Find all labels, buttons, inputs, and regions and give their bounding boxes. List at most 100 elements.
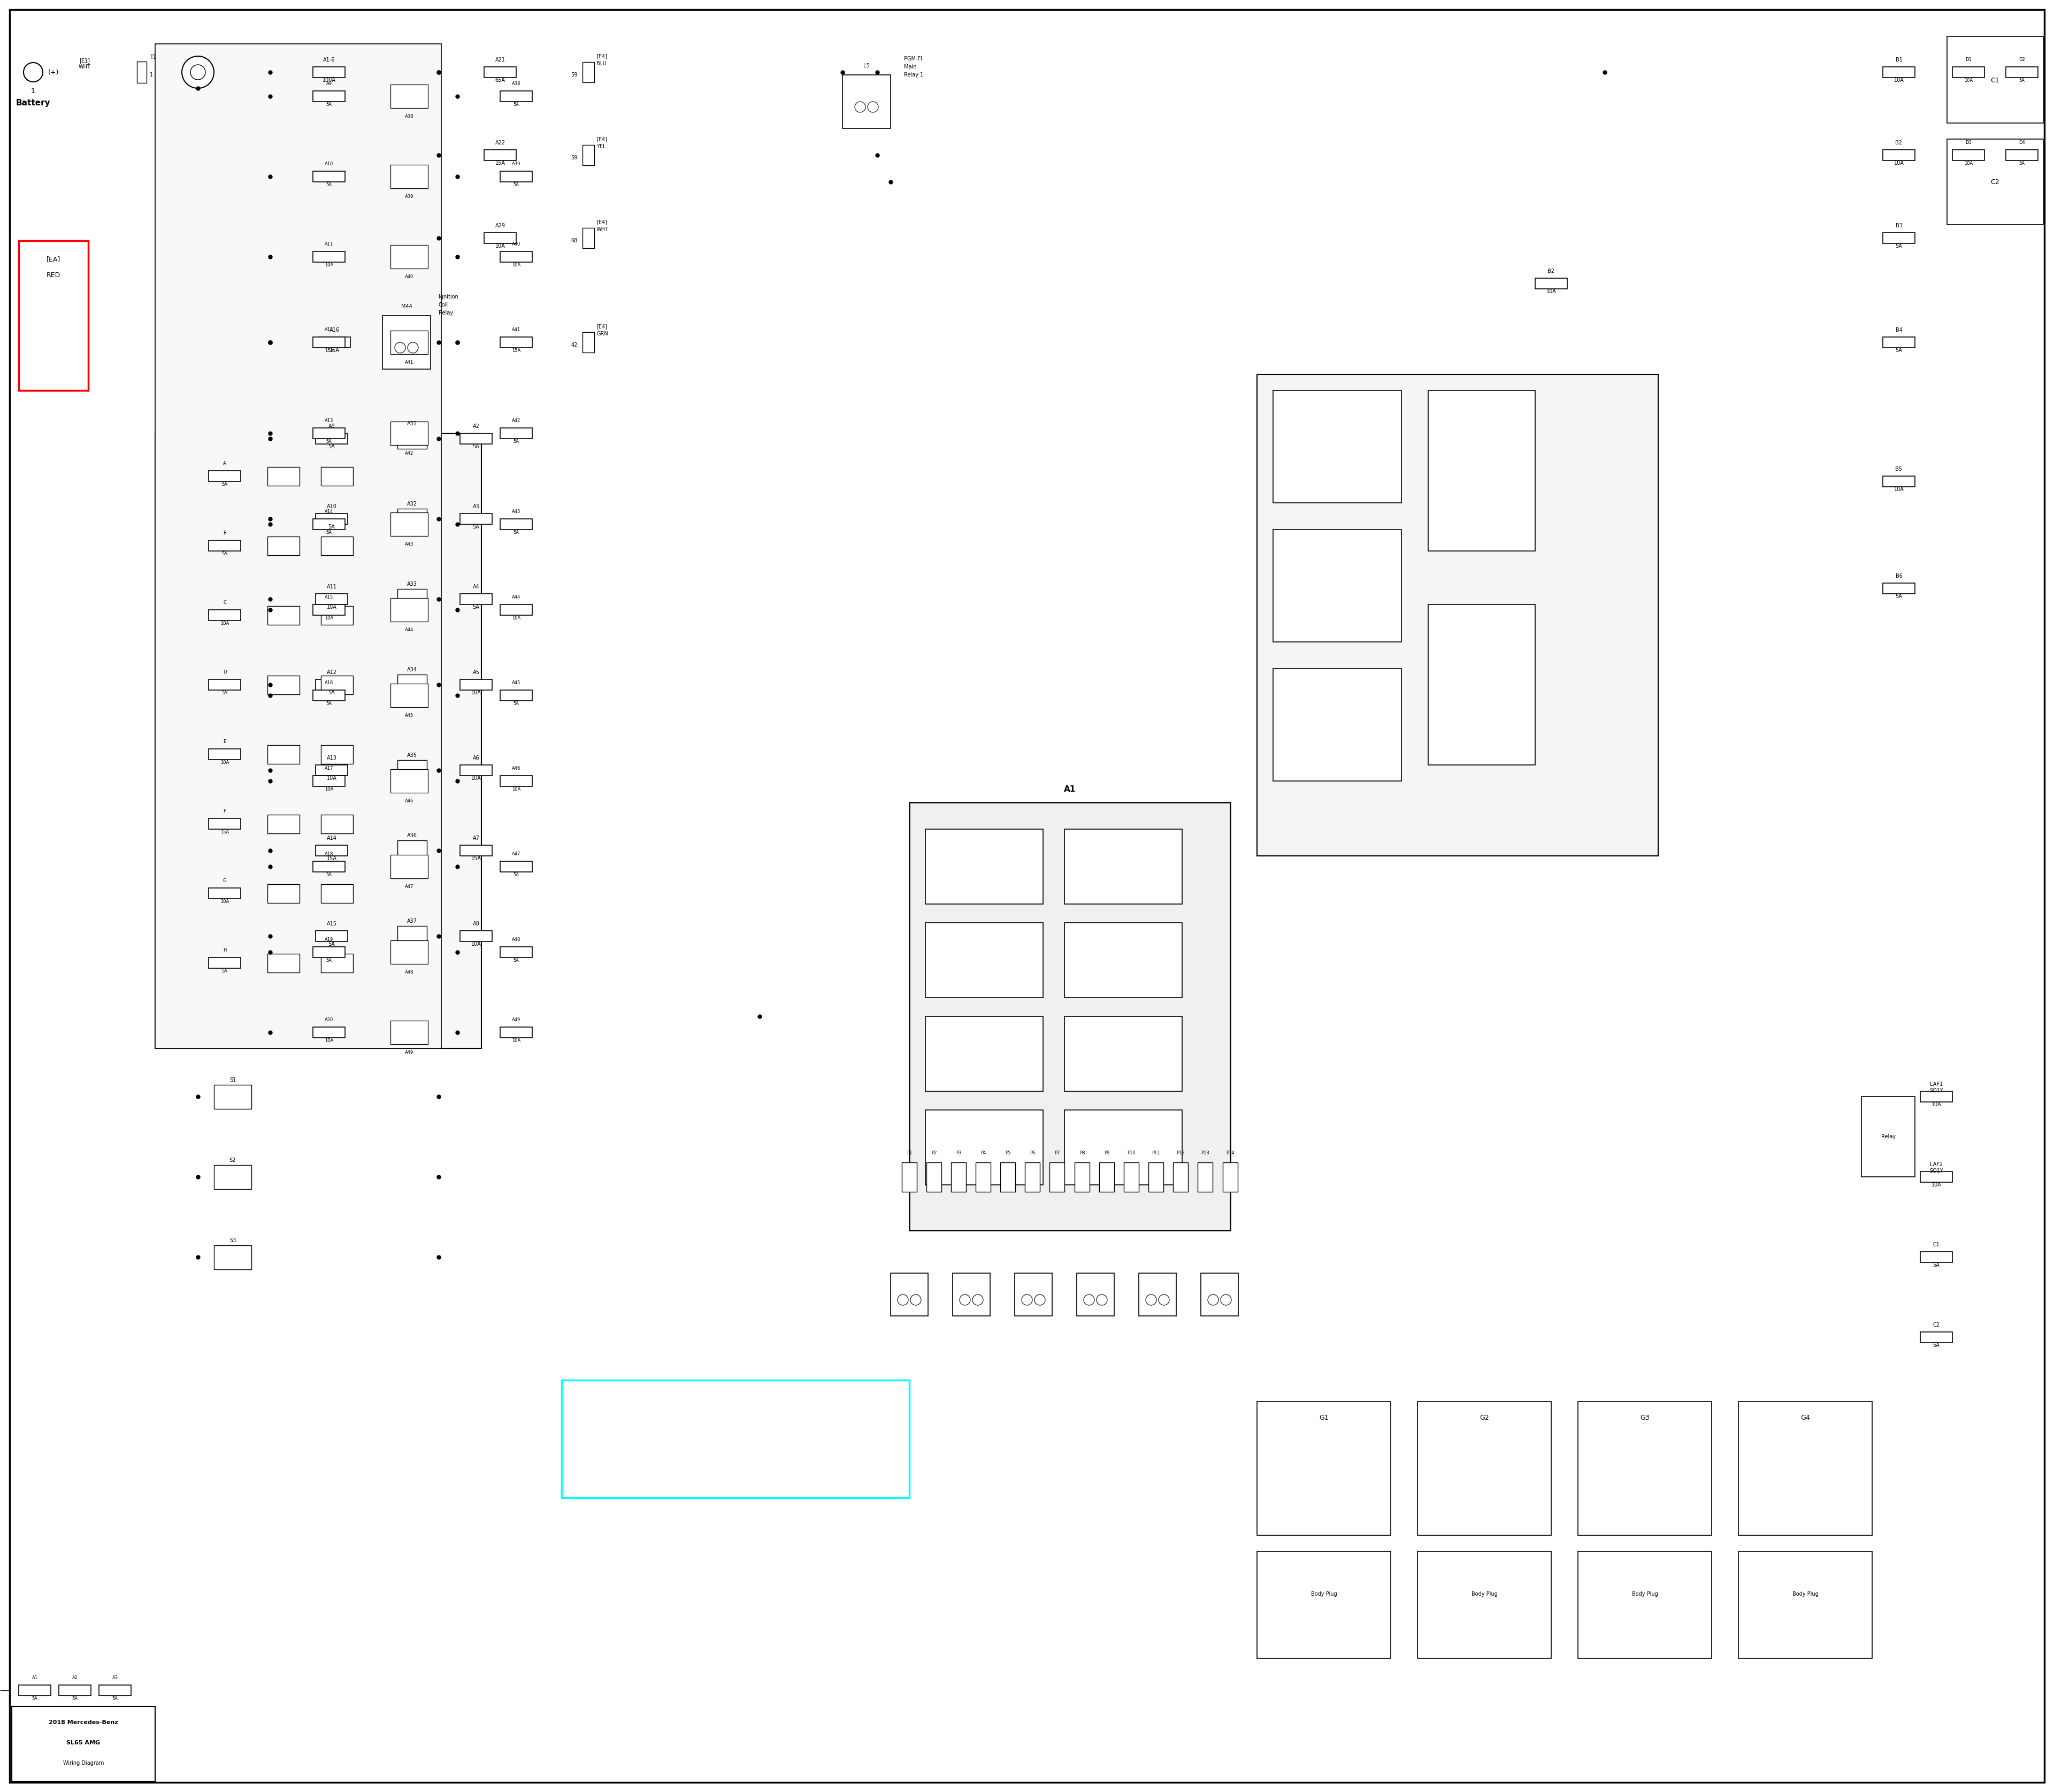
Bar bbox=[316, 765, 347, 776]
Bar bbox=[460, 514, 493, 525]
Text: A22: A22 bbox=[495, 140, 505, 145]
Bar bbox=[318, 337, 351, 348]
Bar bbox=[485, 66, 516, 77]
Text: A43: A43 bbox=[511, 509, 520, 514]
Text: 10A: 10A bbox=[327, 776, 337, 781]
Bar bbox=[312, 172, 345, 181]
Text: 5A: 5A bbox=[1896, 244, 1902, 249]
Bar bbox=[390, 769, 427, 792]
Text: 5A: 5A bbox=[72, 1697, 78, 1701]
Text: D4: D4 bbox=[2019, 140, 2025, 145]
Text: 5A: 5A bbox=[327, 183, 333, 186]
Bar bbox=[1202, 1272, 1239, 1315]
Text: 10A: 10A bbox=[220, 622, 228, 625]
Bar bbox=[210, 679, 240, 690]
Bar bbox=[312, 66, 345, 77]
Bar bbox=[926, 1109, 1043, 1185]
Text: A6: A6 bbox=[472, 754, 479, 760]
Bar bbox=[499, 91, 532, 102]
Circle shape bbox=[394, 342, 405, 353]
Bar bbox=[312, 862, 345, 873]
Text: A14: A14 bbox=[327, 835, 337, 840]
Text: T1: T1 bbox=[150, 54, 156, 59]
Text: P13: P13 bbox=[1202, 1150, 1210, 1156]
Bar bbox=[460, 846, 493, 857]
Text: 5A: 5A bbox=[2019, 161, 2025, 167]
Bar bbox=[396, 760, 427, 781]
Text: A45: A45 bbox=[511, 681, 520, 685]
Circle shape bbox=[1085, 1294, 1095, 1305]
Bar bbox=[390, 513, 427, 536]
Bar bbox=[320, 606, 353, 625]
Circle shape bbox=[972, 1294, 984, 1305]
Text: 10A: 10A bbox=[1894, 487, 1904, 493]
Bar bbox=[267, 536, 300, 556]
Text: 5A: 5A bbox=[327, 959, 333, 962]
Bar bbox=[312, 1027, 345, 1038]
Bar bbox=[214, 1165, 251, 1188]
Bar bbox=[1738, 1401, 1871, 1536]
Text: 15A: 15A bbox=[327, 857, 337, 862]
Bar bbox=[1064, 1109, 1183, 1185]
Bar bbox=[316, 930, 347, 941]
Text: 10A: 10A bbox=[470, 690, 481, 695]
Text: A48: A48 bbox=[405, 969, 413, 975]
Bar bbox=[1257, 375, 1658, 857]
Text: P3: P3 bbox=[955, 1150, 961, 1156]
Text: 5A: 5A bbox=[31, 1697, 37, 1701]
Bar bbox=[891, 1272, 928, 1315]
Bar bbox=[499, 251, 532, 262]
Bar bbox=[1920, 1091, 1953, 1102]
Bar bbox=[210, 749, 240, 760]
Text: 5A: 5A bbox=[329, 525, 335, 530]
Text: 10A: 10A bbox=[1547, 289, 1557, 294]
Bar bbox=[390, 421, 427, 444]
Bar bbox=[583, 332, 594, 353]
Text: A46: A46 bbox=[405, 799, 413, 805]
Bar bbox=[312, 251, 345, 262]
Bar bbox=[485, 233, 516, 244]
Text: 5A: 5A bbox=[222, 969, 228, 973]
Text: A39: A39 bbox=[405, 195, 413, 199]
Bar bbox=[156, 434, 481, 1048]
Text: 5A: 5A bbox=[472, 525, 479, 530]
Bar bbox=[320, 814, 353, 833]
Bar bbox=[1947, 140, 2044, 224]
Text: B2: B2 bbox=[1896, 140, 1902, 145]
Text: (+): (+) bbox=[47, 68, 60, 75]
Text: 15A: 15A bbox=[495, 161, 505, 167]
Text: A11: A11 bbox=[327, 584, 337, 590]
Text: A39: A39 bbox=[511, 161, 520, 167]
Text: 5A: 5A bbox=[222, 552, 228, 556]
Bar bbox=[499, 604, 532, 615]
Bar bbox=[1428, 604, 1534, 765]
Text: Relay 1: Relay 1 bbox=[904, 72, 924, 77]
Circle shape bbox=[867, 102, 879, 113]
Text: A3: A3 bbox=[472, 504, 479, 509]
Text: S2: S2 bbox=[230, 1158, 236, 1163]
Text: A13: A13 bbox=[327, 754, 337, 760]
Bar bbox=[1738, 1552, 1871, 1658]
Text: C2: C2 bbox=[1990, 179, 2001, 185]
Text: 100A: 100A bbox=[322, 77, 335, 82]
Text: LAF1
SO1Y: LAF1 SO1Y bbox=[1929, 1082, 1943, 1093]
Bar bbox=[390, 246, 427, 269]
Text: P5: P5 bbox=[1004, 1150, 1011, 1156]
Text: A37: A37 bbox=[407, 919, 417, 925]
Bar bbox=[138, 61, 146, 82]
Bar bbox=[382, 315, 431, 369]
Bar bbox=[583, 228, 594, 249]
Text: A33: A33 bbox=[407, 581, 417, 586]
Bar bbox=[210, 539, 240, 550]
Text: A19: A19 bbox=[325, 937, 333, 943]
Circle shape bbox=[191, 65, 205, 79]
Text: E: E bbox=[224, 740, 226, 744]
Bar bbox=[499, 946, 532, 957]
Text: A49: A49 bbox=[405, 1050, 413, 1055]
Text: A38: A38 bbox=[405, 115, 413, 118]
Text: 15A: 15A bbox=[325, 348, 333, 353]
Text: A34: A34 bbox=[407, 667, 417, 672]
Bar bbox=[312, 690, 345, 701]
Text: 5A: 5A bbox=[1896, 348, 1902, 353]
Bar bbox=[1953, 66, 1984, 77]
